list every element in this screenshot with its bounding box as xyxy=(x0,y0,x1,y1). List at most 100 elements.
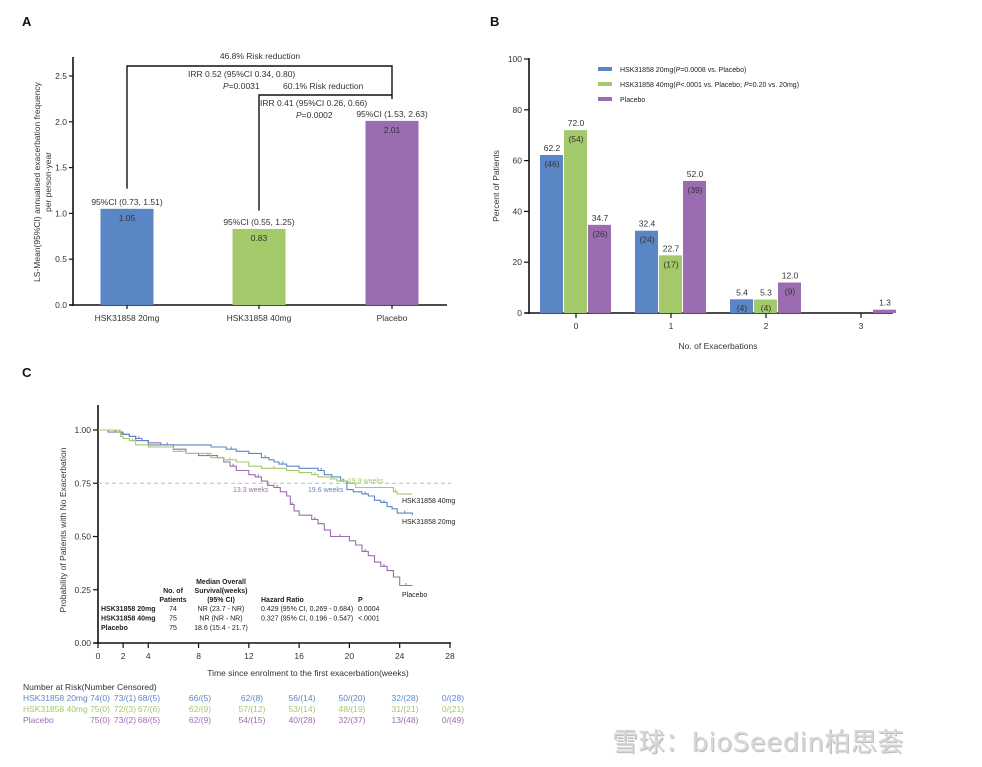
bar-count-label: (39) xyxy=(687,185,702,195)
p-symbol: P xyxy=(296,110,302,120)
x-tick-label: 16 xyxy=(294,651,304,661)
panel-b-letter: B xyxy=(490,14,499,29)
panel-a: A LS-Mean(95%CI) annualised exacerbation… xyxy=(22,14,447,323)
table-header: P xyxy=(358,597,363,604)
bar-value-label: 22.7 xyxy=(663,243,680,253)
x-tick-label: 20 xyxy=(345,651,355,661)
legend-label: Placebo xyxy=(620,97,645,104)
number-at-risk-cell: 53/(14) xyxy=(289,704,316,714)
y-tick-label: 100 xyxy=(508,54,522,64)
legend-text: <.0001 vs. Placebo; xyxy=(680,82,744,89)
bar xyxy=(232,228,286,305)
legend-label: HSK31858 40mg(P<.0001 vs. Placebo; P=0.2… xyxy=(620,82,799,89)
bar-value-label: 1.3 xyxy=(879,298,891,308)
table-cell: 0.327 (95% CI, 0.196 - 0.547) xyxy=(261,616,353,623)
number-at-risk-cell: 13/(48) xyxy=(392,715,419,725)
number-at-risk-row-name: HSK31858 40mg xyxy=(23,704,88,714)
x-tick-label: HSK31858 40mg xyxy=(227,313,292,323)
panel-c-y-axis-label: Probability of Patients with No Exacerba… xyxy=(58,447,68,612)
panel-a-letter: A xyxy=(22,14,32,29)
legend-text: HSK31858 20mg( xyxy=(620,67,676,74)
p-symbol: P xyxy=(744,82,749,89)
number-at-risk-cell: 75(0) xyxy=(90,704,110,714)
x-tick-label: 0 xyxy=(574,321,579,331)
y-tick-label: 40 xyxy=(513,206,523,216)
bar-value-label: 0.83 xyxy=(251,233,268,243)
watermark: 雪球：bioSeedin柏思荟 xyxy=(612,728,904,758)
number-at-risk-cell: 62/(9) xyxy=(189,704,211,714)
panel-b: B Percent of Patients No. of Exacerbatio… xyxy=(490,14,896,351)
p-symbol: P xyxy=(223,81,229,91)
number-at-risk-cell: 32/(37) xyxy=(339,715,366,725)
x-tick-label: 28 xyxy=(445,651,455,661)
y-tick-label: 1.0 xyxy=(55,208,67,218)
bar-value-label: 32.4 xyxy=(639,219,656,229)
bar xyxy=(683,180,706,313)
number-at-risk-cell: 56/(14) xyxy=(289,693,316,703)
median-label: 13.3 weeks xyxy=(233,487,269,494)
table-cell: <.0001 xyxy=(358,616,380,623)
bar-count-label: (26) xyxy=(592,229,607,239)
bar xyxy=(100,208,154,305)
bar-count-label: (54) xyxy=(568,134,583,144)
table-cell: 75 xyxy=(169,616,177,623)
bar xyxy=(730,299,753,313)
bar-value-label: 12.0 xyxy=(782,271,799,281)
panel-c-x-axis-label: Time since enrolment to the first exacer… xyxy=(207,668,409,678)
comparison-title: 46.8% Risk reduction xyxy=(220,51,301,61)
median-label: 19.9 weeks xyxy=(348,478,384,485)
y-tick-label: 2.0 xyxy=(55,117,67,127)
table-row-name: Placebo xyxy=(101,625,128,632)
bar-count-label: (9) xyxy=(785,287,796,297)
number-at-risk-row-name: HSK31858 20mg xyxy=(23,693,88,703)
y-tick-label: 0.00 xyxy=(74,638,91,648)
p-value-text: =0.0002 xyxy=(302,110,333,120)
series-end-label: HSK31858 40mg xyxy=(402,498,455,505)
number-at-risk-title: Number at Risk(Number Censored) xyxy=(23,682,157,692)
table-header: Patients xyxy=(159,597,186,604)
table-cell: 74 xyxy=(169,606,177,613)
table-header: Median Overall xyxy=(196,579,246,586)
ci-label: 95%CI (1.53, 2.63) xyxy=(356,109,428,119)
table-row-name: HSK31858 40mg xyxy=(101,616,155,623)
legend-text: Placebo xyxy=(620,97,645,104)
y-tick-label: 60 xyxy=(513,156,523,166)
panel-b-y-axis-label: Percent of Patients xyxy=(491,150,501,222)
x-tick-label: 2 xyxy=(764,321,769,331)
comparison-p-value: P=0.0002 xyxy=(296,110,333,120)
bar xyxy=(588,224,611,313)
x-tick-label: 0 xyxy=(96,651,101,661)
p-symbol: P xyxy=(676,67,681,74)
x-tick-label: HSK31858 20mg xyxy=(95,313,160,323)
x-tick-label: 2 xyxy=(121,651,126,661)
bar xyxy=(778,282,801,313)
number-at-risk-cell: 73/(1) xyxy=(114,693,136,703)
number-at-risk-cell: 57/(12) xyxy=(239,704,266,714)
legend-swatch xyxy=(598,82,612,86)
x-tick-label: 24 xyxy=(395,651,405,661)
bar-count-label: (17) xyxy=(663,259,678,269)
ci-label: 95%CI (0.73, 1.51) xyxy=(91,197,163,207)
number-at-risk-cell: 50/(20) xyxy=(339,693,366,703)
y-tick-label: 1.00 xyxy=(74,425,91,435)
bar-count-label: (4) xyxy=(737,303,748,313)
p-value-text: =0.0031 xyxy=(229,81,260,91)
bar-value-label: 2.01 xyxy=(384,125,401,135)
y-tick-label: 0 xyxy=(517,308,522,318)
bar xyxy=(659,255,682,313)
km-curve-hsk31858-20mg xyxy=(98,429,413,516)
comparison-p-value: P=0.0031 xyxy=(223,81,260,91)
number-at-risk-cell: 68/(5) xyxy=(138,693,160,703)
comparison-irr: IRR 0.41 (95%CI 0.26, 0.66) xyxy=(260,98,367,108)
legend-text: =0.20 vs. 20mg) xyxy=(749,82,799,89)
series-end-label: Placebo xyxy=(402,592,427,599)
bar xyxy=(635,230,658,313)
bar-count-label: (4) xyxy=(761,303,772,313)
bar-value-label: 62.2 xyxy=(544,143,561,153)
y-tick-label: 0.25 xyxy=(74,585,91,595)
legend-label: HSK31858 20mg(P=0.0008 vs. Placebo) xyxy=(620,67,746,74)
number-at-risk-cell: 72/(3) xyxy=(114,704,136,714)
median-label: 19.6 weeks xyxy=(308,487,344,494)
number-at-risk-row-name: Placebo xyxy=(23,715,54,725)
bar xyxy=(564,130,587,313)
